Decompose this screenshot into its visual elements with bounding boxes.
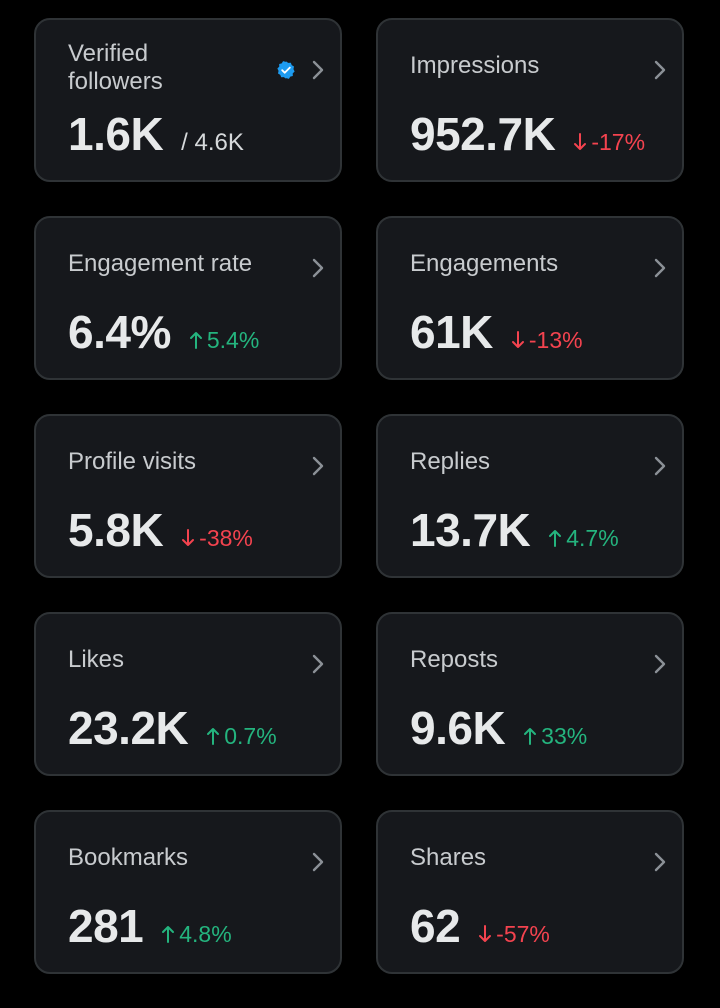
metric-change-value: 4.7%: [566, 525, 619, 551]
metric-label: Likes: [68, 646, 125, 673]
metric-change-value: -57%: [496, 921, 550, 947]
metric-value-row: 13.7K 4.7%: [410, 504, 619, 556]
metric-value-row: 6.4% 5.4%: [68, 306, 259, 358]
metric-card-bookmarks[interactable]: Bookmarks 281 4.8%: [34, 810, 342, 974]
metric-card-replies[interactable]: Replies 13.7K 4.7%: [376, 414, 684, 578]
metric-value: 23.2K: [68, 702, 189, 754]
chevron-right-icon: [312, 60, 324, 80]
metric-value-row: 62 -57%: [410, 900, 550, 952]
metric-value-row: 5.8K -38%: [68, 504, 253, 556]
metric-label: Engagements: [410, 250, 559, 277]
chevron-right-icon: [654, 60, 666, 80]
metric-change-value: -13%: [528, 327, 583, 353]
metric-change: 4.7%: [548, 525, 619, 552]
arrow-up-icon: [549, 530, 562, 547]
metric-card-engagements[interactable]: Engagements 61K -13%: [376, 216, 684, 380]
metric-card-engagement-rate[interactable]: Engagement rate 6.4% 5.4%: [34, 216, 342, 380]
metric-value: 952.7K: [410, 108, 556, 160]
metric-value-row: 9.6K 33%: [410, 702, 587, 754]
metric-value-row: 1.6K / 4.6K: [68, 108, 244, 160]
metric-change: 33%: [523, 723, 587, 750]
metric-label-line2: followers: [68, 68, 163, 95]
metric-value: 13.7K: [410, 504, 531, 556]
metric-change: -57%: [478, 921, 550, 948]
metric-value-row: 61K -13%: [410, 306, 583, 358]
chevron-right-icon: [312, 456, 324, 476]
metric-card-impressions[interactable]: Impressions 952.7K -17%: [376, 18, 684, 182]
metric-value: 1.6K: [68, 108, 164, 160]
metric-change: 5.4%: [189, 327, 259, 354]
verified-badge-icon: [277, 61, 295, 79]
metric-total: / 4.6K: [181, 129, 244, 156]
metric-change: 4.8%: [161, 921, 232, 948]
chevron-right-icon: [654, 258, 666, 278]
metric-card-reposts[interactable]: Reposts 9.6K 33%: [376, 612, 684, 776]
arrow-down-icon: [574, 133, 587, 150]
metric-change-value: -17%: [591, 129, 646, 155]
chevron-right-icon: [312, 258, 324, 278]
arrow-up-icon: [524, 728, 537, 745]
metric-value: 6.4%: [68, 306, 171, 358]
arrow-down-icon: [479, 925, 492, 942]
metric-change: -17%: [573, 129, 645, 156]
metric-change-value: 5.4%: [206, 327, 260, 353]
metric-card-shares[interactable]: Shares 62 -57%: [376, 810, 684, 974]
metric-label: Verified followers: [68, 40, 278, 96]
chevron-right-icon: [312, 852, 324, 872]
metric-label: Bookmarks: [68, 844, 189, 871]
metric-card-profile-visits[interactable]: Profile visits 5.8K -38%: [34, 414, 342, 578]
metric-change: 0.7%: [206, 723, 277, 750]
metric-value: 281: [68, 900, 144, 952]
metric-change-value: 33%: [541, 723, 588, 749]
chevron-right-icon: [654, 456, 666, 476]
metric-value-row: 281 4.8%: [68, 900, 232, 952]
chevron-right-icon: [312, 654, 324, 674]
metric-value: 61K: [410, 306, 493, 358]
metric-change: -38%: [181, 525, 253, 552]
arrow-up-icon: [162, 926, 175, 943]
metric-value-row: 23.2K 0.7%: [68, 702, 277, 754]
metric-label: Reposts: [410, 646, 499, 673]
metric-value: 5.8K: [68, 504, 164, 556]
metric-card-verified-followers[interactable]: Verified followers 1.6K / 4.6K: [34, 18, 342, 182]
chevron-right-icon: [654, 852, 666, 872]
metric-label: Replies: [410, 448, 491, 475]
metric-value-row: 952.7K -17%: [410, 108, 645, 160]
metric-change-value: 4.8%: [179, 921, 232, 947]
metric-change-value: 0.7%: [224, 723, 277, 749]
arrow-down-icon: [182, 529, 195, 546]
metric-label: Impressions: [410, 52, 540, 79]
metric-change: -13%: [511, 327, 583, 354]
metric-label: Engagement rate: [68, 250, 253, 277]
metric-value: 62: [410, 900, 461, 952]
metric-value: 9.6K: [410, 702, 506, 754]
metric-card-likes[interactable]: Likes 23.2K 0.7%: [34, 612, 342, 776]
arrow-up-icon: [189, 332, 202, 349]
metric-label: Profile visits: [68, 448, 197, 475]
chevron-right-icon: [654, 654, 666, 674]
arrow-up-icon: [207, 728, 220, 745]
metric-label: Shares: [410, 844, 487, 871]
metric-label-line1: Verified: [68, 40, 149, 67]
arrow-down-icon: [511, 331, 524, 348]
metric-change-value: -38%: [199, 525, 253, 551]
